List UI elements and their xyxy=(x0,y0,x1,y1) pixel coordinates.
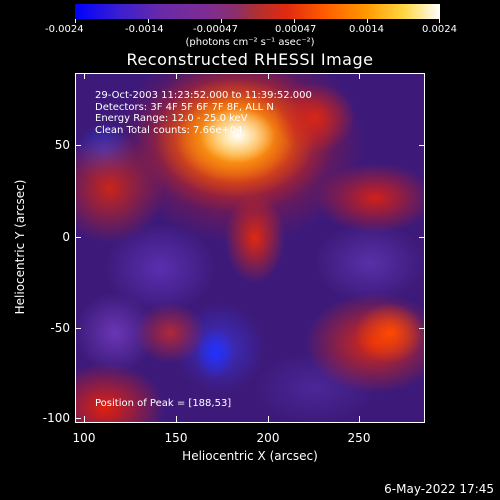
x-tick-top xyxy=(268,73,269,79)
date-stamp: 6-May-2022 17:45 xyxy=(384,482,494,496)
colorbar-tick xyxy=(439,19,440,23)
x-tick-top xyxy=(84,73,85,79)
y-tick-label: 50 xyxy=(54,138,70,152)
x-tick-label: 150 xyxy=(164,431,188,445)
y-tick xyxy=(75,237,81,238)
y-tick xyxy=(75,145,81,146)
info-detectors: Detectors: 3F 4F 5F 6F 7F 8F, ALL N xyxy=(95,101,274,113)
x-tick xyxy=(359,416,360,422)
colorbar-tick xyxy=(75,19,76,23)
y-axis-title: Heliocentric Y (arcsec) xyxy=(13,179,27,315)
x-tick xyxy=(268,416,269,422)
info-energy-range: Energy Range: 12.0 - 25.0 keV xyxy=(95,113,248,124)
x-tick-label: 250 xyxy=(347,431,371,445)
x-tick-top xyxy=(176,73,177,79)
colorbar-tick xyxy=(221,19,222,23)
y-tick-label: -100 xyxy=(42,411,70,425)
colorbar-tick xyxy=(148,19,149,23)
x-axis-title: Heliocentric X (arcsec) xyxy=(182,449,318,463)
y-tick-right xyxy=(419,328,425,329)
colorbar-tick-label: -0.0014 xyxy=(125,24,164,35)
colorbar-units: (photons cm⁻² s⁻¹ asec⁻²) xyxy=(185,37,315,48)
y-tick xyxy=(75,328,81,329)
plot-title: Reconstructed RHESSI Image xyxy=(126,50,374,69)
x-tick xyxy=(84,416,85,422)
info-total-counts: Clean Total counts: 7.66e+04 xyxy=(95,124,243,136)
colorbar-tick-label: -0.0024 xyxy=(45,24,84,35)
colorbar xyxy=(75,4,440,19)
y-tick xyxy=(75,418,81,419)
colorbar-tick xyxy=(294,19,295,23)
y-tick-label: 0 xyxy=(62,230,70,244)
rhessi-image xyxy=(75,73,425,423)
x-tick-top xyxy=(359,73,360,79)
y-tick-right xyxy=(419,237,425,238)
colorbar-tick-label: 0.0014 xyxy=(349,24,384,35)
x-tick-label: 100 xyxy=(72,431,96,445)
y-tick-right xyxy=(419,145,425,146)
colorbar-tick-label: 0.00047 xyxy=(275,24,317,35)
x-tick-label: 200 xyxy=(256,431,280,445)
x-tick xyxy=(176,416,177,422)
colorbar-tick-label: -0.00047 xyxy=(193,24,238,35)
colorbar-tick xyxy=(367,19,368,23)
colorbar-tick-label: 0.0024 xyxy=(422,24,457,35)
info-time-range: 29-Oct-2003 11:23:52.000 to 11:39:52.000 xyxy=(95,90,312,101)
y-tick-label: -50 xyxy=(50,321,70,335)
peak-position: Position of Peak = [188,53] xyxy=(95,398,232,409)
